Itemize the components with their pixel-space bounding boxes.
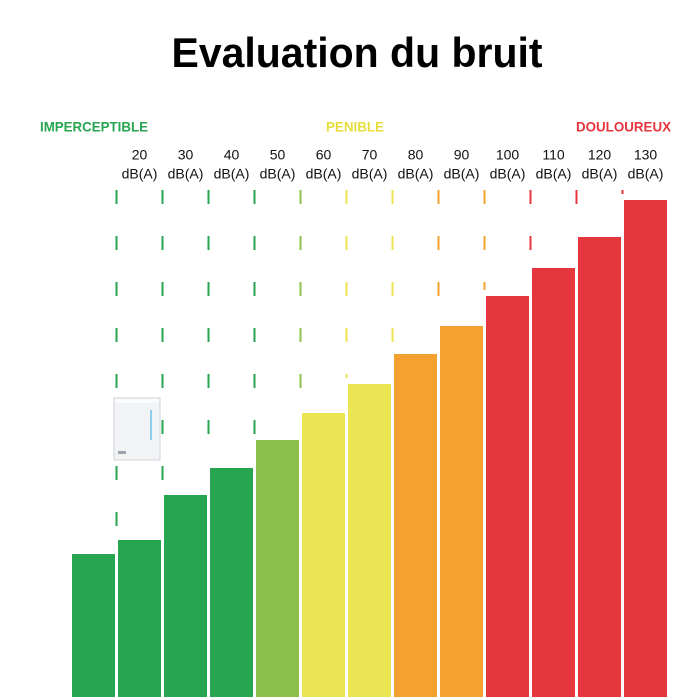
chart-title: Evaluation du bruit bbox=[172, 29, 543, 76]
category-label: 30 bbox=[178, 147, 194, 163]
zone-label: DOULOUREUX bbox=[576, 119, 672, 135]
bar bbox=[578, 237, 621, 697]
category-label: 80 bbox=[408, 147, 424, 163]
zone-label: PENIBLE bbox=[326, 119, 384, 135]
category-unit: dB(A) bbox=[628, 166, 664, 182]
category-unit: dB(A) bbox=[260, 166, 296, 182]
category-label: 60 bbox=[316, 147, 332, 163]
bar bbox=[440, 326, 483, 697]
bar bbox=[210, 468, 253, 697]
category-unit: dB(A) bbox=[122, 166, 158, 182]
category-unit: dB(A) bbox=[490, 166, 526, 182]
bar bbox=[118, 540, 161, 697]
bar bbox=[348, 384, 391, 697]
bar bbox=[624, 200, 667, 697]
bar bbox=[164, 495, 207, 697]
bar bbox=[302, 413, 345, 697]
category-label: 70 bbox=[362, 147, 378, 163]
bar bbox=[72, 554, 115, 697]
category-label: 100 bbox=[496, 147, 520, 163]
device-image bbox=[113, 397, 161, 461]
bar bbox=[532, 268, 575, 697]
category-unit: dB(A) bbox=[444, 166, 480, 182]
category-label: 110 bbox=[542, 147, 565, 163]
zone-label: IMPERCEPTIBLE bbox=[40, 119, 148, 135]
bar bbox=[256, 440, 299, 697]
category-unit: dB(A) bbox=[168, 166, 204, 182]
category-unit: dB(A) bbox=[306, 166, 342, 182]
category-label: 20 bbox=[132, 147, 148, 163]
category-unit: dB(A) bbox=[214, 166, 250, 182]
category-unit: dB(A) bbox=[352, 166, 388, 182]
bar bbox=[394, 354, 437, 697]
category-label: 130 bbox=[634, 147, 658, 163]
category-label: 90 bbox=[454, 147, 470, 163]
category-unit: dB(A) bbox=[582, 166, 618, 182]
category-unit: dB(A) bbox=[536, 166, 572, 182]
category-label: 40 bbox=[224, 147, 240, 163]
category-label: 50 bbox=[270, 147, 286, 163]
category-label: 120 bbox=[588, 147, 612, 163]
category-unit: dB(A) bbox=[398, 166, 434, 182]
bar bbox=[486, 296, 529, 697]
